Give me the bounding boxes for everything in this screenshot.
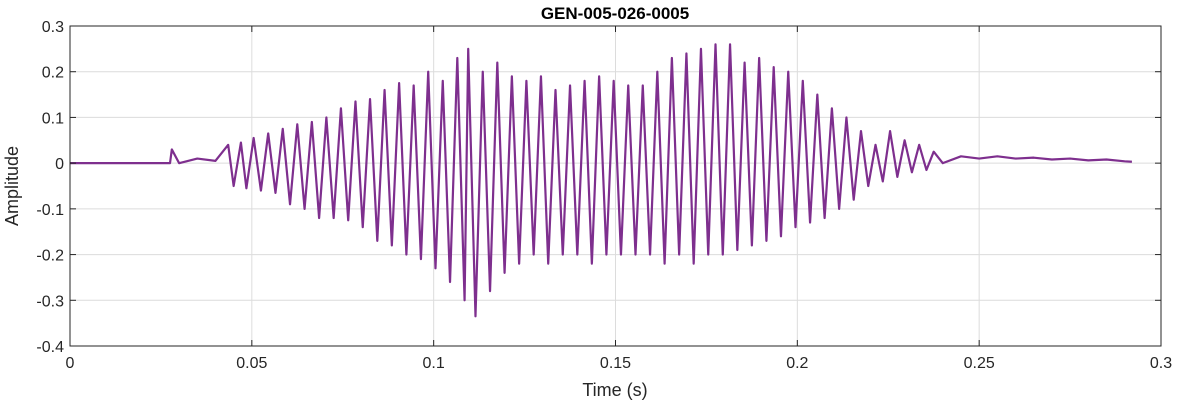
y-tick-label: -0.4 [36,339,64,356]
x-tick-label: 0.15 [600,355,631,372]
y-tick-label: -0.2 [36,248,64,265]
x-axis-label: Time (s) [582,380,647,400]
x-tick-label: 0.25 [964,355,995,372]
ticks [69,25,1162,347]
x-tick-label: 0.1 [423,355,445,372]
y-tick-label: -0.1 [36,202,64,219]
x-tick-label: 0.3 [1150,355,1172,372]
series-layer [70,43,1132,318]
series-line-0 [70,43,1132,318]
y-tick-label: 0.1 [42,110,64,127]
x-tick-label: 0 [66,355,75,372]
y-tick-label: 0 [55,156,64,173]
y-tick-label: 0.2 [42,65,64,82]
y-tick-label: -0.3 [36,293,64,310]
y-tick-labels: -0.4 -0.3 -0.2 -0.1 0 0.1 0.2 0.3 [36,19,64,356]
y-tick-label: 0.3 [42,19,64,36]
chart-title: GEN-005-026-0005 [541,4,689,23]
x-tick-label: 0.05 [236,355,267,372]
y-axis-label: Amplitude [2,146,22,226]
x-tick-label: 0.2 [786,355,808,372]
x-tick-labels: 0 0.05 0.1 0.15 0.2 0.25 0.3 [66,355,1173,372]
